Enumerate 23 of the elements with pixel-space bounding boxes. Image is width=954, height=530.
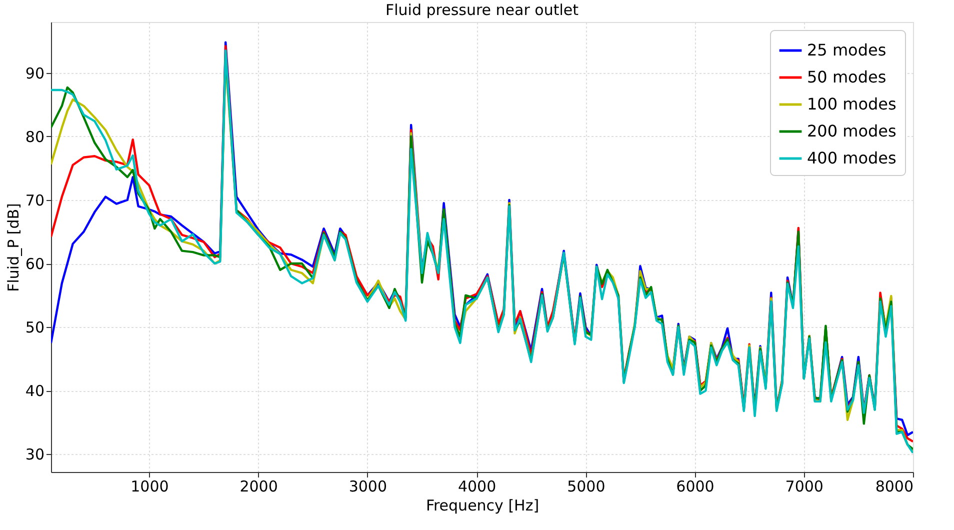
y-axis-title: Fluid_P [dB] <box>4 203 22 292</box>
x-tick-label: 4000 <box>458 478 496 496</box>
legend-label: 25 modes <box>807 40 886 60</box>
x-tick-label: 1000 <box>130 478 169 496</box>
y-tick-label: 80 <box>25 128 44 146</box>
x-tick-label: 8000 <box>875 478 914 496</box>
x-tick-label: 3000 <box>348 478 388 496</box>
y-tick-label: 70 <box>25 191 44 210</box>
x-tick-label: 5000 <box>567 478 606 496</box>
x-tick-label: 7000 <box>785 478 824 496</box>
y-tick-label: 50 <box>25 318 44 337</box>
y-tick-label: 30 <box>25 446 44 464</box>
y-tick-label: 40 <box>25 382 44 400</box>
legend-label: 100 modes <box>807 94 896 114</box>
y-tick-label: 60 <box>25 255 44 274</box>
legend-label: 50 modes <box>807 68 886 86</box>
x-tick-label: 2000 <box>240 478 278 496</box>
x-tick-label: 6000 <box>676 478 714 496</box>
x-axis-title: Frequency [Hz] <box>426 496 540 514</box>
y-tick-label: 90 <box>25 64 44 82</box>
chart-title: Fluid pressure near outlet <box>385 1 579 19</box>
legend-label: 400 modes <box>807 148 896 168</box>
legend-label: 200 modes <box>807 122 896 140</box>
